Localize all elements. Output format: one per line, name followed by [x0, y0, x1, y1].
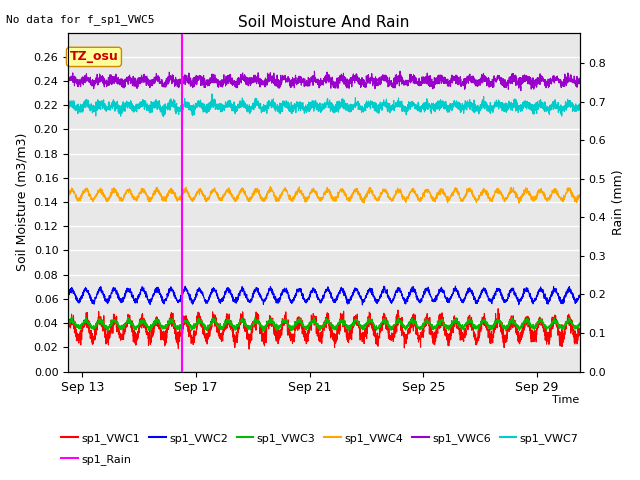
Text: TZ_osu: TZ_osu [70, 50, 118, 63]
Text: No data for f_sp1_VWC5: No data for f_sp1_VWC5 [6, 14, 155, 25]
Text: Time: Time [552, 395, 580, 405]
Y-axis label: Soil Moisture (m3/m3): Soil Moisture (m3/m3) [15, 133, 28, 271]
Title: Soil Moisture And Rain: Soil Moisture And Rain [238, 15, 410, 30]
Y-axis label: Rain (mm): Rain (mm) [612, 169, 625, 235]
Legend: sp1_VWC1, sp1_VWC2, sp1_VWC3, sp1_VWC4, sp1_VWC6, sp1_VWC7: sp1_VWC1, sp1_VWC2, sp1_VWC3, sp1_VWC4, … [57, 428, 583, 448]
Legend: sp1_Rain: sp1_Rain [57, 450, 136, 469]
